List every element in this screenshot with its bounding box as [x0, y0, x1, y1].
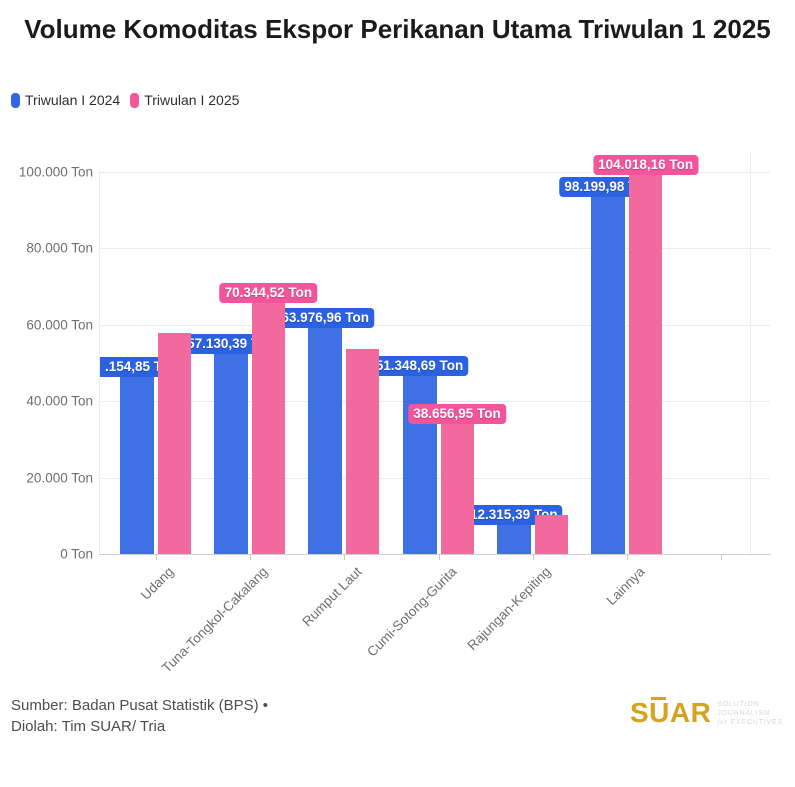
y-axis-label: 0 Ton [60, 546, 93, 562]
logo-tagline: SOLUTION JOURNALISM for EXECUTIVES [717, 700, 795, 727]
bar-value-label-triwulan-i-2024-cumi-sotong-gurita: 51.348,69 Ton [370, 355, 469, 376]
x-axis-tick [721, 554, 723, 560]
y-axis-label: 20.000 Ton [26, 470, 93, 486]
bar-triwulan-i-2025-tuna-tongkol-cakalang [251, 285, 285, 554]
bar-value-label-triwulan-i-2025-cumi-sotong-gurita: 38.656,95 Ton [408, 404, 506, 425]
bar-triwulan-i-2024-lainnya [591, 178, 626, 554]
bar-triwulan-i-2025-rajungan-kepiting [534, 514, 568, 554]
suar-logo: SUAR SOLUTION JOURNALISM for EXECUTIVES [630, 697, 795, 728]
y-axis-label: 40.000 Ton [26, 393, 93, 409]
logo-macron-bar [651, 697, 666, 700]
tagline-line2: for EXECUTIVES [717, 717, 784, 726]
gridline-100000 [99, 172, 770, 173]
legend: Triwulan I 2024 Triwulan I 2025 [11, 92, 239, 108]
bar-triwulan-i-2024-rumput-laut [308, 309, 343, 554]
bar-value-label-triwulan-i-2025-tuna-tongkol-cakalang: 70.344,52 Ton [219, 283, 318, 304]
x-axis-tick [344, 554, 346, 560]
gridline-0 [99, 554, 770, 555]
y-axis-label: 100.000 Ton [18, 164, 93, 180]
legend-swatch-icon [130, 92, 140, 108]
x-axis-label-lainnya: Lainnya [603, 564, 648, 609]
plot-left-border [99, 170, 100, 554]
source-line: Sumber: Badan Pusat Statistik (BPS) • [11, 697, 269, 714]
bar-triwulan-i-2025-udang [157, 333, 191, 554]
bar-triwulan-i-2025-lainnya [629, 156, 663, 554]
y-axis-label: 80.000 Ton [26, 240, 93, 256]
y-axis-label: 60.000 Ton [26, 317, 93, 333]
x-axis-tick [249, 554, 251, 560]
legend-item-triwulan-i-2025: Triwulan I 2025 [130, 92, 239, 108]
gridline-80000 [99, 248, 770, 250]
x-axis-label-rajungan-kepiting: Rajungan-Kepiting [464, 564, 554, 654]
x-axis-tick [438, 554, 440, 560]
bar-triwulan-i-2024-tuna-tongkol-cakalang [213, 335, 248, 554]
processed-line: Diolah: Tim SUAR/ Tria [11, 718, 166, 735]
page-title: Volume Komoditas Ekspor Perikanan Utama … [24, 14, 771, 44]
chart-canvas: Volume Komoditas Ekspor Perikanan Utama … [11, 14, 795, 737]
bar-value-label-triwulan-i-2025-lainnya: 104.018,16 Ton [593, 154, 699, 175]
legend-item-triwulan-i-2024: Triwulan I 2024 [11, 92, 120, 108]
legend-label: Triwulan I 2025 [144, 92, 240, 108]
bar-triwulan-i-2024-udang [119, 358, 154, 554]
legend-label: Triwulan I 2024 [25, 92, 121, 108]
legend-swatch-icon [11, 92, 20, 108]
footer-source: Sumber: Badan Pusat Statistik (BPS) • Di… [11, 695, 268, 737]
tagline-line1: SOLUTION JOURNALISM [717, 700, 771, 717]
bar-triwulan-i-2024-cumi-sotong-gurita [402, 357, 437, 554]
bar-triwulan-i-2025-cumi-sotong-gurita [440, 406, 474, 554]
logo-wordmark: SUAR [630, 697, 712, 728]
bar-triwulan-i-2025-rumput-laut [346, 349, 380, 554]
bar-value-label-triwulan-i-2024-rumput-laut: 63.976,96 Ton [276, 307, 374, 328]
plot-right-border [750, 152, 751, 554]
x-axis-tick [155, 554, 157, 560]
x-axis-tick [627, 554, 629, 560]
x-axis-tick [532, 554, 534, 560]
gridline-60000 [99, 324, 770, 326]
x-axis-label-tuna-tongkol-cakalang: Tuna-Tongkol-Cakalang [158, 564, 271, 676]
x-axis-label-rumput-laut: Rumput Laut [299, 564, 365, 630]
x-axis-label-cumi-sotong-gurita: Cumi-Sotong-Gurita [363, 564, 460, 660]
